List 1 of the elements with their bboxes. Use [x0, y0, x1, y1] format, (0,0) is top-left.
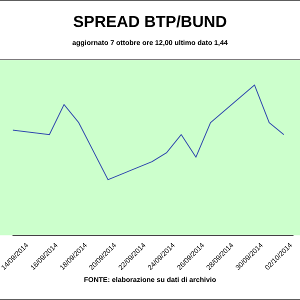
chart-title: SPREAD BTP/BUND [72, 14, 228, 32]
